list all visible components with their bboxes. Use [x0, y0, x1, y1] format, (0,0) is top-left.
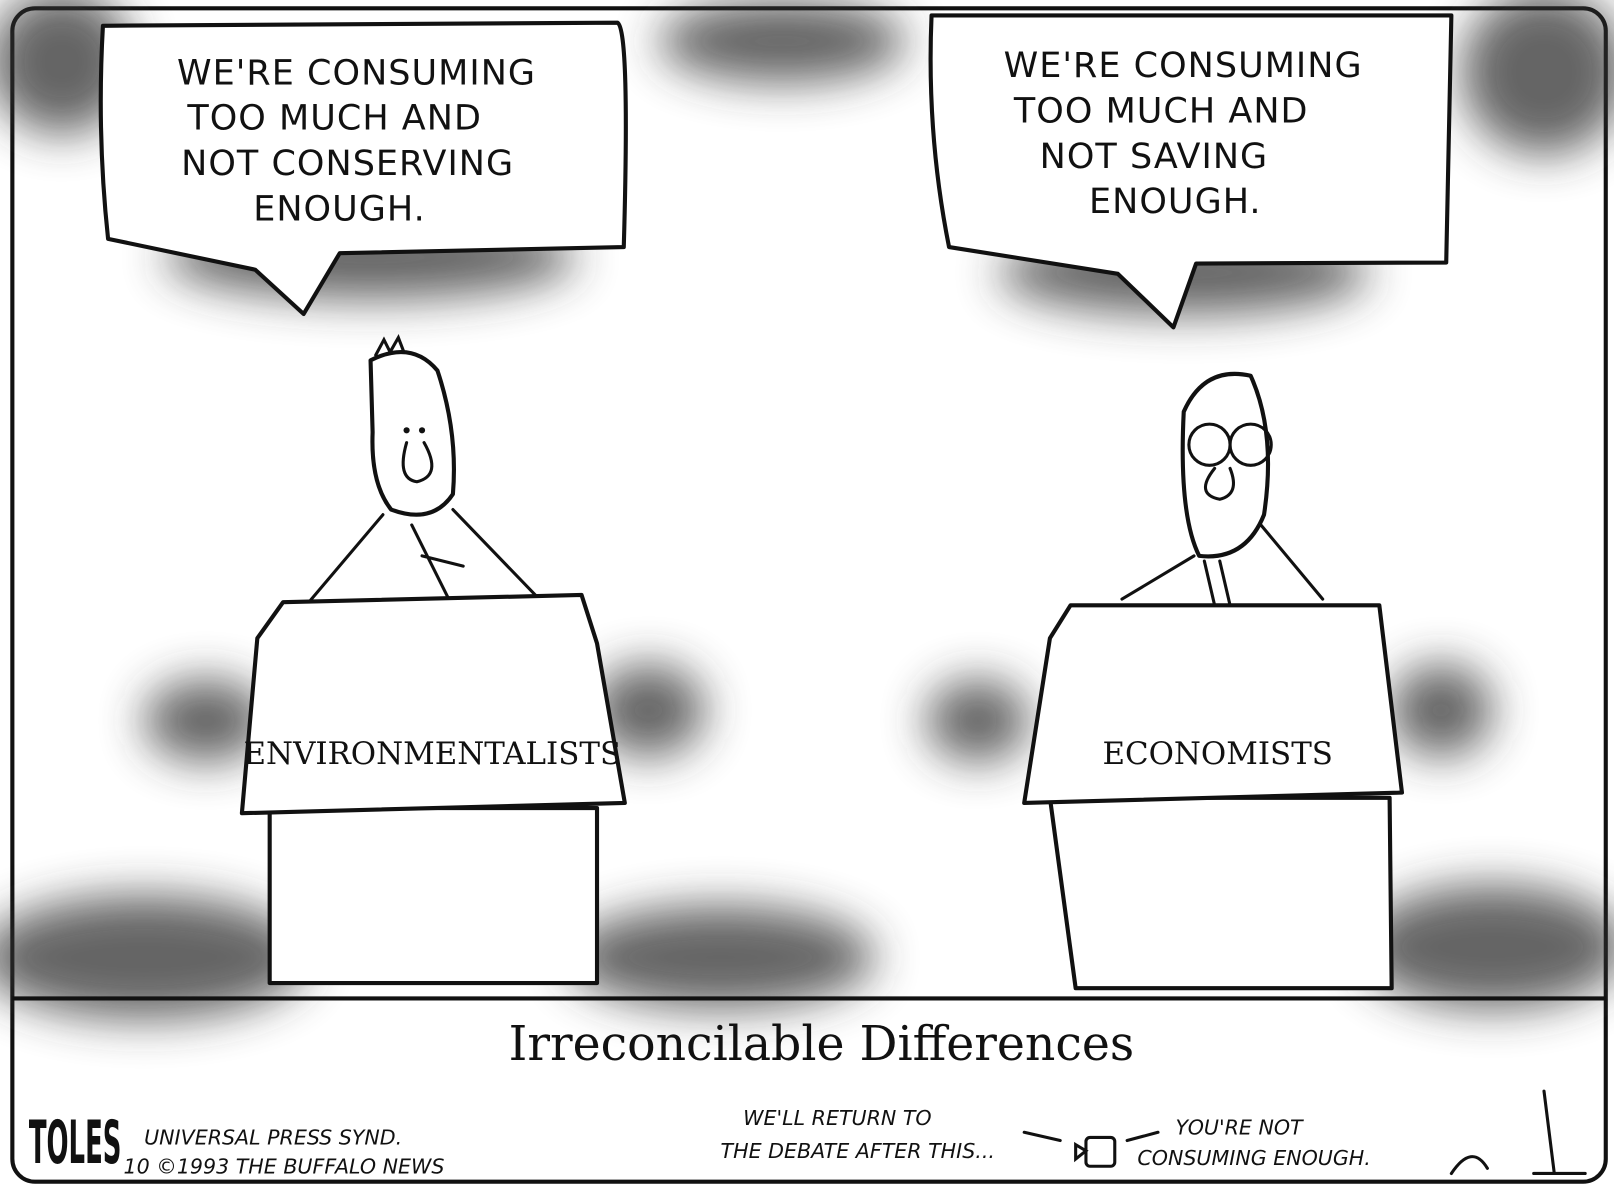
podium-label: ENVIRONMENTALISTS [244, 736, 622, 772]
right-podium-base [1050, 798, 1392, 988]
bubble-line: NOT CONSERVING [181, 144, 514, 184]
bubble-line: WE'RE CONSUMING [177, 53, 536, 93]
bubble-line: WE'RE CONSUMING [1004, 46, 1363, 86]
podium-label: ECONOMISTS [1102, 736, 1333, 772]
tv-text: YOU'RE NOT [1176, 1115, 1305, 1139]
tv-text: CONSUMING ENOUGH. [1137, 1146, 1370, 1170]
bubble-line: ENOUGH. [253, 189, 426, 229]
credit-line: 10 ©1993 THE BUFFALO NEWS [124, 1154, 445, 1178]
credit-line: UNIVERSAL PRESS SYND. [144, 1126, 402, 1150]
bubble-line: TOO MUCH AND [186, 99, 482, 139]
left-podium-top [242, 595, 625, 813]
bubble-line: TOO MUCH AND [1013, 92, 1309, 132]
tv-text: THE DEBATE AFTER THIS... [721, 1139, 995, 1163]
bubble-line: ENOUGH. [1089, 182, 1262, 222]
right-podium-top [1024, 605, 1402, 803]
cartoon: WE'RE CONSUMING TOO MUCH AND NOT CONSERV… [0, 0, 1614, 1191]
tv-text: WE'LL RETURN TO [743, 1106, 931, 1130]
left-podium-base [270, 808, 597, 983]
bubble-line: NOT SAVING [1040, 137, 1269, 177]
signature: TOLES [29, 1109, 122, 1178]
caption: Irreconcilable Differences [509, 1017, 1135, 1072]
